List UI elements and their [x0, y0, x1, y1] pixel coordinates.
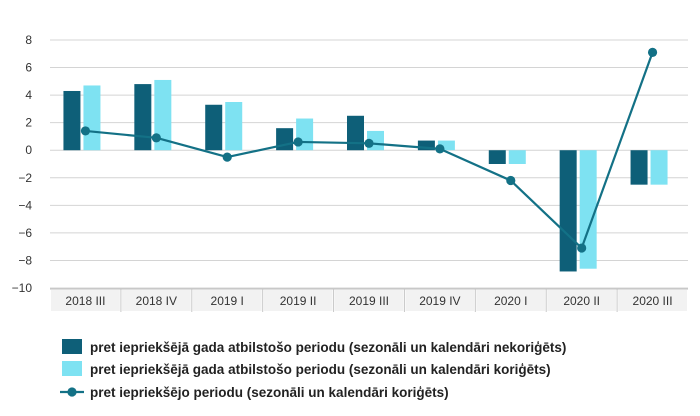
- bar-unadjusted: [417, 140, 435, 151]
- x-category-cell: [405, 290, 475, 311]
- line-point: [222, 152, 232, 162]
- x-category-cell: [547, 290, 617, 311]
- y-tick-label: 6: [25, 61, 32, 75]
- y-tick-label: −6: [18, 226, 32, 240]
- x-category-cell: [121, 290, 191, 311]
- bar-adjusted: [154, 79, 172, 151]
- bar-adjusted: [437, 140, 455, 151]
- legend-marker: [67, 387, 77, 397]
- y-tick-label: −10: [12, 281, 33, 295]
- line-point: [80, 126, 91, 136]
- x-tick-label: 2020 I: [494, 294, 527, 308]
- x-tick-label: 2020 II: [563, 294, 600, 308]
- line-point: [151, 133, 161, 143]
- y-tick-label: −2: [18, 171, 32, 185]
- legend-swatch: [62, 339, 82, 354]
- x-category-cell: [192, 290, 262, 311]
- x-tick-label: 2018 III: [65, 294, 105, 308]
- line-point: [647, 47, 658, 58]
- bar-unadjusted: [488, 150, 506, 164]
- bar-unadjusted: [630, 150, 648, 185]
- y-axis: 8 6 4 2 0 −2 −4 −6 −8 −10: [12, 33, 33, 295]
- line-point: [293, 137, 303, 147]
- y-tick-label: 4: [25, 88, 32, 102]
- legend-item-adjusted: pret iepriekšējā gada atbilstošo periodu…: [62, 361, 551, 377]
- bar-unadjusted: [63, 90, 81, 151]
- bar-adjusted: [83, 85, 101, 151]
- x-category-cell: [476, 290, 546, 311]
- legend-label: pret iepriekšējā gada atbilstošo periodu…: [90, 340, 566, 355]
- x-category-cell: [263, 290, 333, 311]
- bar-adjusted: [650, 150, 668, 185]
- line-series: [80, 47, 658, 253]
- x-tick-label: 2019 II: [280, 294, 317, 308]
- x-tick-label: 2019 IV: [419, 294, 460, 308]
- line-point: [364, 138, 374, 148]
- y-tick-label: −8: [18, 253, 32, 267]
- line-point: [435, 144, 445, 154]
- x-tick-label: 2019 I: [211, 294, 244, 308]
- legend-item-quarter-on-quarter: pret iepriekšējo periodu (sezonāli un ka…: [60, 385, 449, 400]
- x-tick-label: 2019 III: [349, 294, 389, 308]
- line-point: [506, 175, 516, 186]
- bar-adjusted: [225, 102, 243, 151]
- x-axis: 2018 III 2018 IV 2019 I 2019 II 2019 III 2019…: [50, 288, 688, 312]
- x-category-cell: [51, 290, 120, 311]
- bar-unadjusted: [205, 104, 223, 151]
- legend-label: pret iepriekšējo periodu (sezonāli un ka…: [90, 385, 449, 400]
- y-tick-label: 2: [25, 116, 32, 130]
- legend-swatch: [62, 361, 82, 376]
- legend: pret iepriekšējā gada atbilstošo periodu…: [60, 339, 566, 400]
- x-category-cell: [618, 290, 687, 311]
- x-category-cell: [334, 290, 404, 311]
- x-tick-label: 2018 IV: [136, 294, 177, 308]
- bar-unadjusted: [559, 150, 577, 272]
- bar-adjusted: [508, 150, 526, 164]
- line-point: [577, 243, 587, 253]
- legend-label: pret iepriekšējā gada atbilstošo periodu…: [90, 362, 551, 377]
- bar-unadjusted: [134, 84, 152, 151]
- y-tick-label: 0: [25, 143, 32, 157]
- y-tick-label: −4: [18, 198, 32, 212]
- bar-unadjusted: [347, 115, 364, 151]
- x-tick-label: 2020 III: [633, 294, 673, 308]
- y-tick-label: 8: [25, 33, 32, 47]
- legend-item-unadjusted: pret iepriekšējā gada atbilstošo periodu…: [62, 339, 566, 355]
